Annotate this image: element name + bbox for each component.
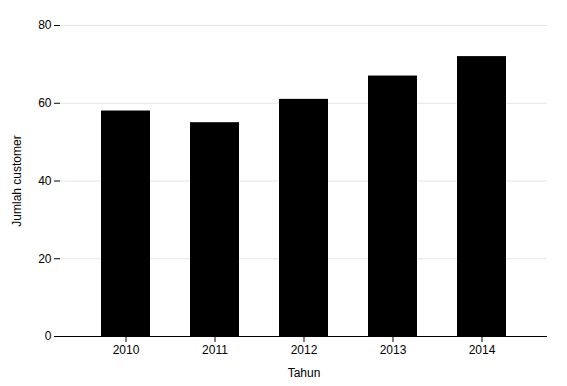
svg-text:2014: 2014 [469, 343, 496, 357]
svg-text:2010: 2010 [113, 343, 140, 357]
svg-text:Tahun: Tahun [288, 366, 321, 380]
svg-text:Jumlah customer: Jumlah customer [10, 135, 24, 226]
svg-text:20: 20 [38, 252, 52, 266]
svg-text:0: 0 [45, 329, 52, 343]
svg-text:40: 40 [38, 174, 52, 188]
svg-text:2013: 2013 [380, 343, 407, 357]
svg-text:2011: 2011 [202, 343, 228, 357]
svg-text:60: 60 [38, 96, 52, 110]
svg-text:80: 80 [38, 18, 52, 32]
svg-text:2012: 2012 [291, 343, 318, 357]
